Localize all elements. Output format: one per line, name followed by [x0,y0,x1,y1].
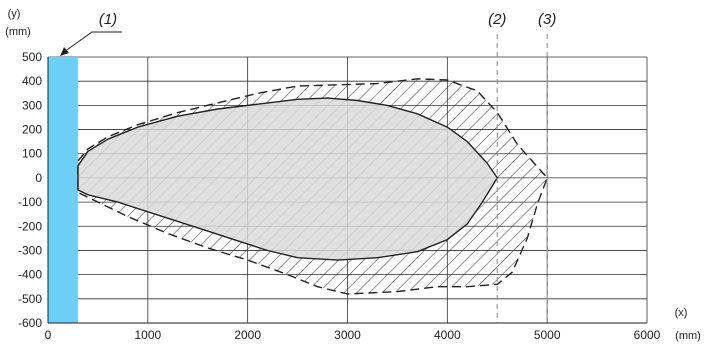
y-axis-label: (y) [8,8,21,20]
x-tick-label: 3000 [334,328,361,342]
labels: 0 1000 2000 3000 4000 5000 6000500400300200100… [5,8,701,342]
x-tick-label: 0 [45,328,52,342]
y-tick-label: -200 [18,219,42,233]
x-axis-label: (x) [675,307,688,319]
series-inner-zone [77,97,498,261]
y-tick-label: -300 [18,243,42,257]
y-tick-label: -600 [18,316,42,330]
x-tick-label: 1000 [134,328,161,342]
sensor-band-layer [48,57,78,323]
y-tick-label: -500 [18,292,42,306]
y-axis-unit: (mm) [5,26,31,38]
annotation-1: (1) [99,11,117,28]
y-tick-label: 0 [35,171,42,185]
x-axis-unit: (mm) [675,330,701,342]
y-tick-label: 300 [22,98,42,112]
y-tick-label: 200 [22,123,42,137]
arrow-head-icon [60,47,69,56]
x-tick-label: 2000 [234,328,261,342]
sensor-band [48,57,78,323]
y-tick-label: 100 [22,147,42,161]
annotation-1-leader [63,31,122,53]
x-tick-label: 5000 [534,328,561,342]
range-marker-label: (3) [538,11,556,28]
y-tick-label: 400 [22,74,42,88]
x-tick-label: 4000 [434,328,461,342]
axes [47,57,647,324]
series-layer [77,34,548,323]
x-tick-label: 6000 [634,328,661,342]
y-tick-label: -100 [18,195,42,209]
y-tick-label: -400 [18,268,42,282]
y-tick-label: 500 [22,50,42,64]
range-marker-label: (2) [488,11,506,28]
